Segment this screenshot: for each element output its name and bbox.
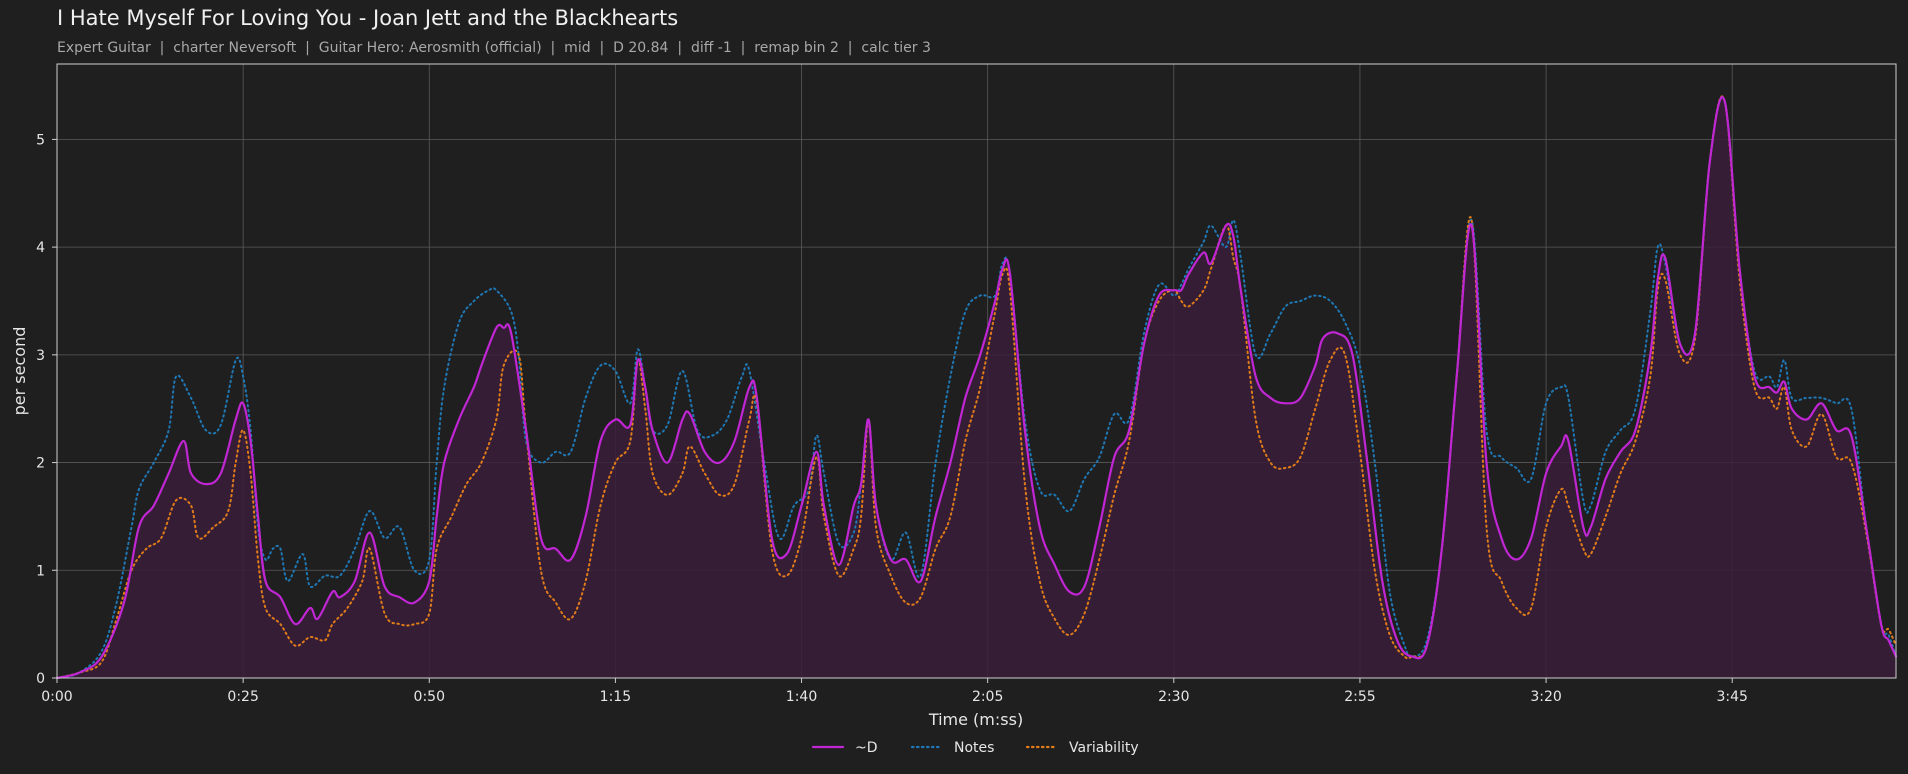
y-tick-label: 4 — [36, 240, 45, 256]
y-axis-label: per second — [10, 327, 29, 416]
x-axis-label: Time (m:ss) — [928, 710, 1023, 729]
series-area-d — [57, 97, 1896, 679]
chart-subtitle: Expert Guitar | charter Neversoft | Guit… — [57, 40, 931, 56]
y-tick-label: 2 — [36, 456, 45, 472]
legend-label: Notes — [954, 740, 994, 756]
x-tick-label: 0:00 — [41, 689, 72, 705]
legend-label: Variability — [1069, 740, 1139, 756]
plot-frame — [56, 63, 1897, 679]
y-tick-label: 5 — [36, 132, 45, 148]
series-line-d — [55, 96, 1898, 680]
x-tick-label: 1:40 — [786, 689, 817, 705]
x-tick-label: 0:25 — [227, 689, 258, 705]
fill-layer — [57, 97, 1896, 679]
x-tick-label: 2:55 — [1344, 689, 1375, 705]
x-tick-label: 2:05 — [972, 689, 1003, 705]
legend-label: ~D — [855, 740, 878, 756]
x-tick-label: 1:15 — [600, 689, 631, 705]
y-tick-label: 0 — [36, 671, 45, 687]
x-tick-label: 2:30 — [1158, 689, 1189, 705]
x-tick-label: 3:20 — [1530, 689, 1561, 705]
series-line-notes — [56, 96, 1897, 679]
chart-title: I Hate Myself For Loving You - Joan Jett… — [57, 6, 679, 30]
x-tick-label: 0:50 — [414, 689, 445, 705]
y-tick-label: 1 — [36, 563, 45, 579]
y-tick-label: 3 — [36, 348, 45, 364]
tick-layer: 0:00 0:25 0:50 1:15 1:40 2:05 2:30 2:55 3:20 3:45… — [36, 132, 1748, 705]
x-tick-label: 3:45 — [1716, 689, 1747, 705]
legend: ~D Notes Variability — [811, 740, 1139, 756]
series-layer — [55, 95, 1898, 680]
